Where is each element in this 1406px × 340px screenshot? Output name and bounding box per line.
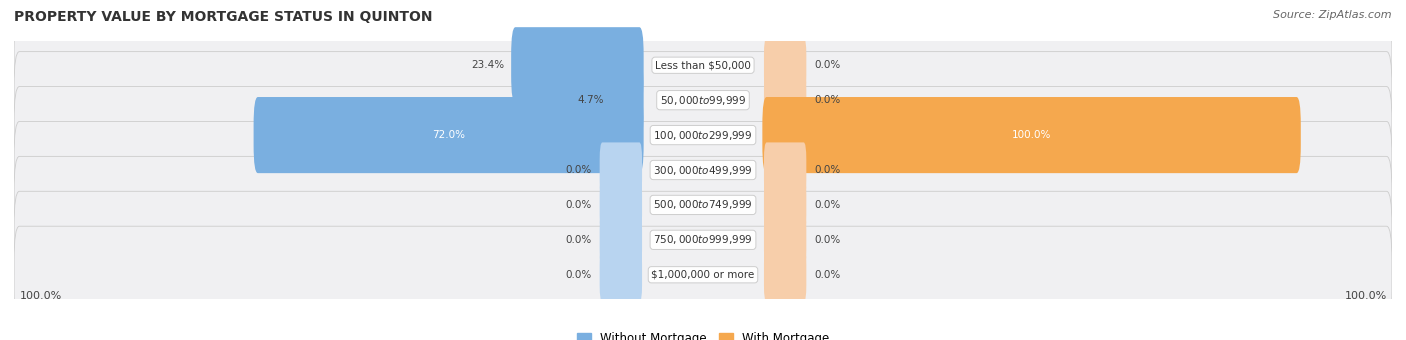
Text: $1,000,000 or more: $1,000,000 or more	[651, 270, 755, 280]
Text: $500,000 to $749,999: $500,000 to $749,999	[654, 199, 752, 211]
FancyBboxPatch shape	[763, 38, 807, 93]
FancyBboxPatch shape	[610, 62, 644, 138]
Text: 23.4%: 23.4%	[471, 60, 505, 70]
FancyBboxPatch shape	[14, 226, 1392, 323]
Text: $100,000 to $299,999: $100,000 to $299,999	[654, 129, 752, 141]
FancyBboxPatch shape	[14, 17, 1392, 114]
FancyBboxPatch shape	[14, 121, 1392, 219]
Text: 0.0%: 0.0%	[814, 165, 841, 175]
FancyBboxPatch shape	[14, 156, 1392, 253]
FancyBboxPatch shape	[762, 97, 1301, 173]
Text: 100.0%: 100.0%	[20, 291, 62, 301]
FancyBboxPatch shape	[763, 247, 807, 302]
FancyBboxPatch shape	[599, 177, 643, 233]
FancyBboxPatch shape	[253, 97, 644, 173]
Text: PROPERTY VALUE BY MORTGAGE STATUS IN QUINTON: PROPERTY VALUE BY MORTGAGE STATUS IN QUI…	[14, 10, 433, 24]
Text: 0.0%: 0.0%	[565, 270, 592, 280]
Text: 0.0%: 0.0%	[565, 200, 592, 210]
Text: 0.0%: 0.0%	[814, 95, 841, 105]
FancyBboxPatch shape	[599, 212, 643, 268]
FancyBboxPatch shape	[14, 191, 1392, 288]
Legend: Without Mortgage, With Mortgage: Without Mortgage, With Mortgage	[572, 328, 834, 340]
Text: 0.0%: 0.0%	[814, 270, 841, 280]
Text: 0.0%: 0.0%	[814, 200, 841, 210]
FancyBboxPatch shape	[763, 142, 807, 198]
FancyBboxPatch shape	[512, 27, 644, 103]
Text: 100.0%: 100.0%	[1012, 130, 1052, 140]
Text: 4.7%: 4.7%	[578, 95, 605, 105]
Text: 0.0%: 0.0%	[565, 235, 592, 245]
FancyBboxPatch shape	[599, 142, 643, 198]
FancyBboxPatch shape	[763, 72, 807, 128]
Text: $50,000 to $99,999: $50,000 to $99,999	[659, 94, 747, 107]
FancyBboxPatch shape	[599, 247, 643, 302]
Text: 100.0%: 100.0%	[1344, 291, 1386, 301]
Text: 0.0%: 0.0%	[814, 60, 841, 70]
Text: Less than $50,000: Less than $50,000	[655, 60, 751, 70]
Text: 72.0%: 72.0%	[432, 130, 465, 140]
Text: $750,000 to $999,999: $750,000 to $999,999	[654, 233, 752, 246]
Text: Source: ZipAtlas.com: Source: ZipAtlas.com	[1274, 10, 1392, 20]
FancyBboxPatch shape	[14, 52, 1392, 149]
Text: $300,000 to $499,999: $300,000 to $499,999	[654, 164, 752, 176]
Text: 0.0%: 0.0%	[814, 235, 841, 245]
FancyBboxPatch shape	[14, 87, 1392, 184]
FancyBboxPatch shape	[763, 177, 807, 233]
Text: 0.0%: 0.0%	[565, 165, 592, 175]
FancyBboxPatch shape	[763, 212, 807, 268]
